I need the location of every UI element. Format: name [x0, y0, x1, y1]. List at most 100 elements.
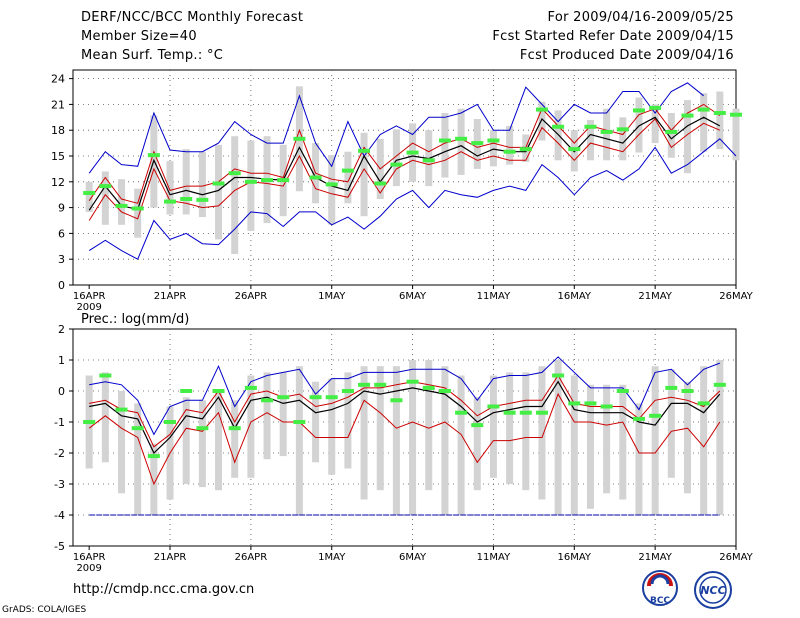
- spread-bar: [667, 113, 675, 158]
- plot-frame: [72, 69, 737, 286]
- spread-bar: [360, 132, 368, 217]
- spread-bar: [198, 400, 206, 488]
- mean-marker: [422, 158, 435, 163]
- mean-marker: [600, 404, 613, 409]
- x-tick-label: 16MAY: [558, 291, 592, 302]
- spread-bar: [392, 129, 400, 187]
- mean-marker: [164, 199, 177, 204]
- ncc-logo-text: NCC: [700, 584, 725, 597]
- mean-marker: [697, 401, 710, 406]
- mean-marker: [471, 423, 484, 428]
- mean-marker: [584, 124, 597, 129]
- y-tick-label: 9: [58, 202, 65, 215]
- mean-marker: [390, 162, 403, 167]
- spread-bar: [619, 384, 627, 500]
- spread-bar: [328, 155, 336, 225]
- mean-marker: [487, 404, 500, 409]
- x-tick-label: 21APR: [154, 291, 187, 302]
- mean-marker: [99, 373, 112, 378]
- y-tick-label: 24: [51, 73, 65, 86]
- y-tick-label: 6: [58, 227, 65, 240]
- mean-marker: [212, 389, 225, 393]
- y-tick-label: -3: [54, 478, 65, 491]
- y-tick-label: -2: [54, 447, 65, 460]
- mean-marker: [244, 179, 257, 184]
- mean-marker: [261, 398, 274, 403]
- x-tick-label: 1MAY: [318, 291, 346, 302]
- spread-bar: [182, 149, 190, 215]
- start-date: Fcst Started Refer Date 2009/04/15: [492, 29, 734, 44]
- x-tick-label: 16APR: [73, 552, 106, 563]
- y-tick-label: -4: [54, 509, 65, 522]
- spread-bar: [667, 369, 675, 478]
- spread-bar: [473, 397, 481, 491]
- series-line-max: [88, 82, 705, 174]
- x-tick-label: 6MAY: [399, 552, 427, 563]
- variable-label: Mean Surf. Temp.: °C: [81, 48, 224, 63]
- mean-marker: [115, 203, 128, 208]
- mean-marker: [713, 382, 726, 387]
- spread-bar: [683, 381, 691, 494]
- mean-marker: [665, 385, 678, 390]
- spread-bar: [506, 372, 514, 484]
- mean-marker: [374, 382, 387, 387]
- mean-marker: [293, 136, 306, 141]
- spread-bar: [344, 372, 352, 469]
- spread-bar: [538, 101, 546, 141]
- spread-bar: [683, 100, 691, 174]
- x-tick-year: 2009: [76, 563, 101, 574]
- plot-frame: [72, 328, 737, 547]
- spread-bar: [150, 443, 158, 515]
- mean-marker: [115, 407, 128, 412]
- series-line-min: [88, 138, 737, 260]
- spread-bar: [700, 366, 708, 515]
- spread-bar: [101, 372, 109, 463]
- mean-marker: [358, 382, 371, 387]
- spread-bar: [538, 366, 546, 500]
- mean-marker: [455, 136, 468, 141]
- spread-bar: [441, 113, 449, 178]
- spread-bar: [263, 372, 271, 460]
- mean-marker: [277, 395, 290, 400]
- spread-bar: [134, 403, 142, 515]
- mean-marker: [487, 138, 500, 143]
- spread-bar: [101, 171, 109, 225]
- mean-marker: [730, 112, 742, 117]
- y-tick-label: 18: [51, 124, 65, 137]
- spread-bar: [457, 108, 465, 175]
- spread-bar: [635, 97, 643, 153]
- x-tick-year: 2009: [76, 302, 101, 313]
- mean-marker: [131, 426, 144, 431]
- mean-marker: [584, 401, 597, 406]
- mean-marker: [681, 389, 694, 393]
- spread-bar: [215, 391, 223, 491]
- ncc-logo-icon: NCC: [694, 571, 732, 609]
- mean-marker: [180, 197, 193, 201]
- series-line-max: [89, 356, 720, 436]
- mean-marker: [422, 385, 435, 390]
- mean-marker: [309, 175, 322, 180]
- mean-marker: [632, 108, 645, 113]
- y-tick-label: 3: [58, 253, 65, 266]
- mean-marker: [519, 410, 532, 415]
- mean-marker: [293, 420, 306, 424]
- spread-bar: [441, 366, 449, 515]
- mean-marker: [244, 385, 257, 390]
- mean-marker: [99, 184, 112, 189]
- spread-bar: [376, 366, 384, 491]
- series-line-p75: [88, 103, 721, 204]
- mean-marker: [406, 379, 419, 384]
- series-line-p25: [88, 392, 721, 486]
- y-tick-label: 2: [58, 323, 65, 336]
- series-line-p25: [88, 118, 720, 221]
- mean-marker: [406, 150, 419, 155]
- spread-bar: [489, 375, 497, 478]
- mean-marker: [180, 389, 193, 393]
- spread-bar: [554, 360, 562, 515]
- mean-marker: [616, 127, 629, 132]
- x-tick-label: 16APR: [73, 291, 106, 302]
- website-url[interactable]: http://cmdp.ncc.cma.gov.cn: [73, 582, 255, 597]
- mean-marker: [471, 141, 484, 146]
- y-tick-label: 0: [58, 385, 65, 398]
